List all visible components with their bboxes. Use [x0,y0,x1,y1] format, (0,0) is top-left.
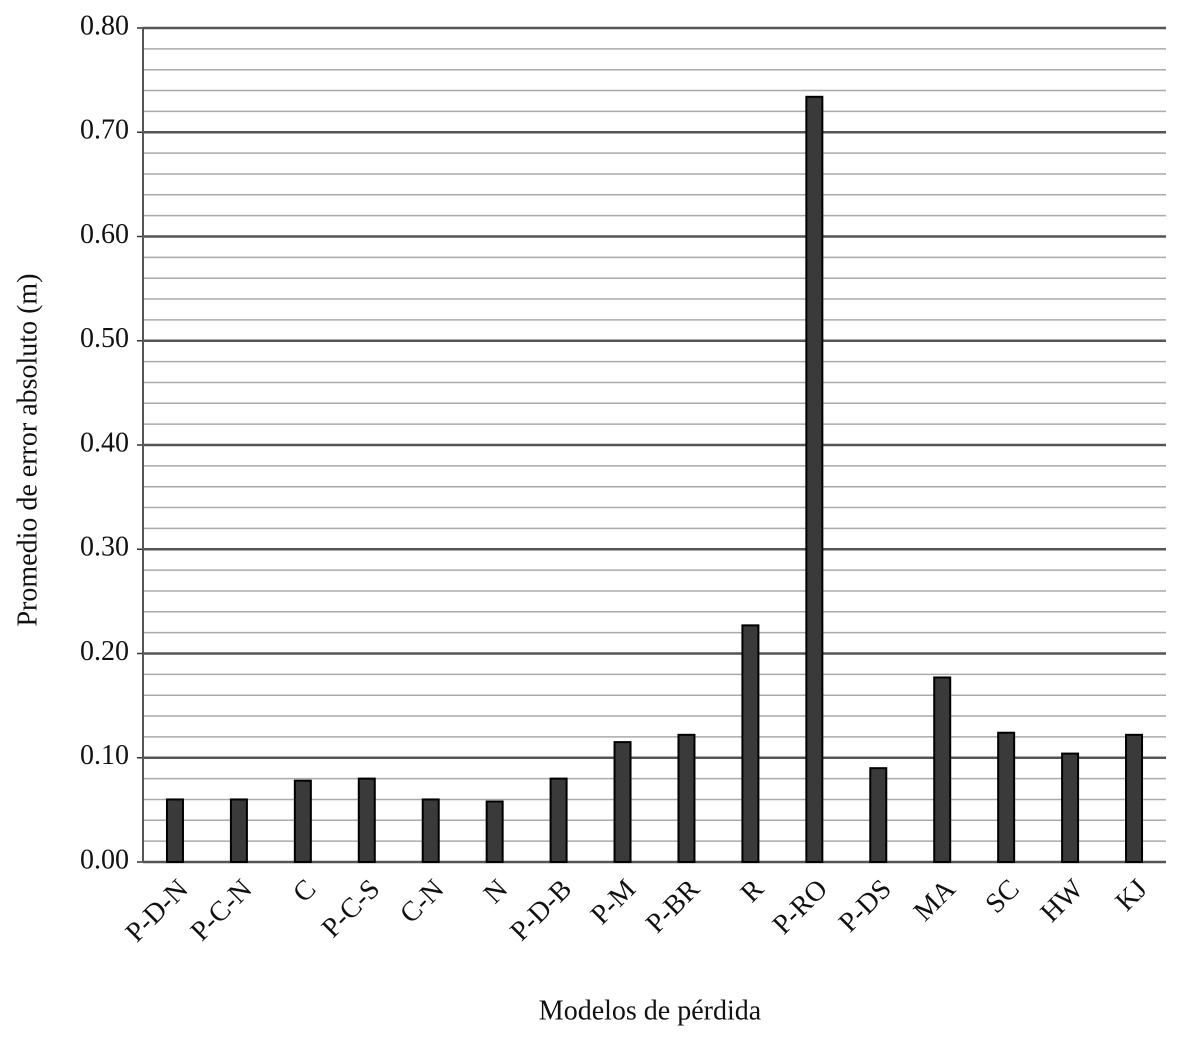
x-tick-label: P-C-N [185,874,259,948]
y-tick-label: 0.60 [80,219,129,250]
bar [933,676,952,863]
x-tick-label: P-BR [640,873,706,939]
bar [997,731,1016,863]
x-tick-label: P-M [585,873,642,930]
y-tick-label: 0.20 [80,636,129,667]
x-tick-label: P-D-B [504,874,578,948]
bar [229,798,248,864]
x-axis-title: Modelos de pérdida [539,995,762,1026]
x-tick-label: P-DS [833,874,898,939]
x-tick-label: HW [1035,873,1090,928]
y-tick-label: 0.80 [80,10,129,41]
bar [1061,752,1080,864]
x-tick-label: P-RO [767,874,834,941]
y-axis-title: Promedio de error absoluto (m) [12,273,43,626]
x-tick-label: R [735,873,770,908]
y-tick-label: 0.00 [80,844,129,875]
x-tick-label: C-N [394,874,450,930]
bar [741,624,760,863]
x-tick-label: C [287,874,322,909]
y-tick-label: 0.10 [80,740,129,771]
bar [677,733,696,863]
bar [421,798,440,864]
bar [869,767,888,863]
bar [485,800,504,863]
y-tick-label: 0.50 [80,323,129,354]
bar [805,95,824,864]
bar [357,777,376,863]
x-tick-label: P-C-S [316,874,386,944]
y-tick-label: 0.70 [80,115,129,146]
bar [293,779,312,863]
y-tick-label: 0.30 [80,532,129,563]
bar [613,741,632,863]
x-tick-label: P-D-N [120,874,195,949]
y-tick-label: 0.40 [80,427,129,458]
x-tick-label: N [478,874,514,910]
bar [549,777,568,863]
x-tick-label: KJ [1110,874,1154,918]
x-tick-label: SC [980,874,1026,920]
x-tick-label: MA [908,873,962,927]
bar [165,798,184,864]
bar [1125,733,1144,863]
